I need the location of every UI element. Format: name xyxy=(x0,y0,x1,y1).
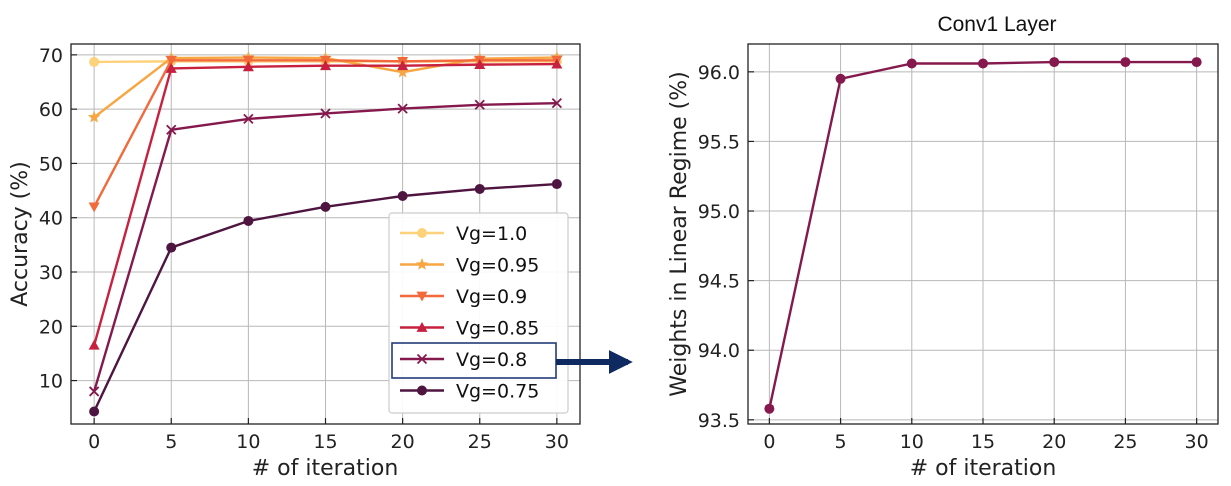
accuracy-ytick-label: 30 xyxy=(39,262,63,284)
legend-entry: Vg=0.75 xyxy=(400,381,539,403)
accuracy-xtick-label: 20 xyxy=(391,431,415,453)
accuracy-ytick-label: 10 xyxy=(39,371,63,393)
conv1-data-point xyxy=(1191,57,1202,68)
accuracy-data-point xyxy=(320,201,331,212)
accuracy-series-vg-0-75 xyxy=(89,179,562,417)
legend-label: Vg=1.0 xyxy=(456,223,527,245)
accuracy-chart: 0 5 10 15 20 25 30 10 20 30 40 50 60 70 # of iteratio… xyxy=(8,43,581,481)
accuracy-ticks: 0 5 10 15 20 25 30 10 20 30 40 50 60 70 xyxy=(39,45,569,453)
conv1-xtick-label: 5 xyxy=(835,431,847,453)
legend-box xyxy=(388,212,569,414)
legend-entry: Vg=0.95 xyxy=(400,255,539,277)
accuracy-data-point xyxy=(89,406,100,417)
conv1-xtick-label: 15 xyxy=(971,431,995,453)
conv1-data-point xyxy=(835,73,846,84)
conv1-xlabel: # of iteration xyxy=(910,456,1057,481)
legend-swatch-marker xyxy=(417,385,427,396)
conv1-ytick-label: 95.5 xyxy=(698,131,740,153)
accuracy-data-point xyxy=(320,60,331,71)
accuracy-data-point xyxy=(165,55,177,66)
conv1-ytick-label: 93.5 xyxy=(698,410,740,432)
accuracy-ytick-label: 60 xyxy=(39,99,63,121)
legend-label: Vg=0.85 xyxy=(456,318,539,340)
accuracy-data-point xyxy=(474,99,485,110)
legend-swatch-marker xyxy=(416,322,428,332)
conv1-grid xyxy=(748,44,1218,424)
conv1-xtick-label: 0 xyxy=(763,431,775,453)
conv1-xtick-label: 20 xyxy=(1042,431,1066,453)
conv1-data-point xyxy=(1120,57,1131,68)
accuracy-data-point xyxy=(551,58,563,69)
accuracy-xtick-label: 30 xyxy=(545,431,569,453)
conv1-xtick-label: 10 xyxy=(900,431,924,453)
accuracy-xtick-label: 0 xyxy=(88,431,100,453)
accuracy-data-point xyxy=(166,124,177,135)
accuracy-data-point xyxy=(89,386,100,397)
legend-entry: Vg=0.9 xyxy=(400,286,527,308)
accuracy-data-point xyxy=(474,183,485,194)
accuracy-data-point xyxy=(551,98,563,109)
accuracy-series-vg-0-85 xyxy=(88,58,563,350)
accuracy-data-point xyxy=(397,103,408,114)
legend-entry: Vg=0.85 xyxy=(400,318,539,340)
conv1-ylabel: Weights in Linear Regime (%) xyxy=(667,71,692,396)
accuracy-data-point xyxy=(242,55,254,66)
accuracy-ytick-label: 40 xyxy=(39,208,63,230)
accuracy-ylabel: Accuracy (%) xyxy=(8,161,33,307)
accuracy-series-vg-0-8 xyxy=(89,98,563,397)
legend-entry: Vg=1.0 xyxy=(400,223,527,245)
accuracy-data-point xyxy=(88,202,100,213)
accuracy-data-point xyxy=(87,110,101,123)
accuracy-xtick-label: 25 xyxy=(468,431,492,453)
conv1-xtick-label: 30 xyxy=(1185,431,1209,453)
conv1-ytick-label: 94.5 xyxy=(698,271,740,293)
accuracy-data-point xyxy=(551,179,562,190)
accuracy-data-point xyxy=(88,339,100,350)
legend-swatch-marker xyxy=(416,291,428,302)
accuracy-data-point xyxy=(243,215,254,226)
accuracy-data-point xyxy=(397,60,409,71)
conv1-xtick-label: 25 xyxy=(1113,431,1137,453)
conv1-chart: Conv1 Layer 0 5 10 15 20 25 30 93.5 94.0 94.5 95.0… xyxy=(667,13,1219,481)
accuracy-data-point xyxy=(396,65,409,78)
accuracy-xtick-label: 10 xyxy=(236,431,260,453)
conv1-ytick-label: 96.0 xyxy=(698,62,740,84)
conv1-ytick-label: 95.0 xyxy=(698,201,740,223)
legend-swatch-marker xyxy=(415,258,429,270)
accuracy-data-point xyxy=(242,61,254,72)
legend-swatch-marker xyxy=(416,353,428,365)
legend-label: Vg=0.8 xyxy=(456,349,527,371)
accuracy-data-point xyxy=(166,242,177,253)
legend: Vg=1.0 Vg=0.95 Vg=0.9 Vg=0.85 Vg=0.8 Vg=0.75 xyxy=(388,212,569,414)
conv1-data-point xyxy=(764,403,775,414)
accuracy-xtick-label: 15 xyxy=(313,431,337,453)
accuracy-ytick-label: 70 xyxy=(39,45,63,67)
conv1-ticks: 0 5 10 15 20 25 30 93.5 94.0 94.5 95.0 95.5 96.0 xyxy=(698,62,1209,453)
conv1-ytick-label: 94.0 xyxy=(698,340,740,362)
legend-label: Vg=0.75 xyxy=(456,381,539,403)
accuracy-ytick-label: 20 xyxy=(39,316,63,338)
accuracy-data-point xyxy=(320,108,331,119)
legend-label: Vg=0.9 xyxy=(456,286,527,308)
accuracy-xtick-label: 5 xyxy=(165,431,177,453)
conv1-data-point xyxy=(1049,57,1060,68)
accuracy-ytick-label: 50 xyxy=(39,153,63,175)
accuracy-data-point xyxy=(243,113,254,125)
conv1-series-conv1 xyxy=(764,57,1202,414)
legend-entry: Vg=0.8 xyxy=(400,349,527,371)
accuracy-series xyxy=(87,51,564,417)
accuracy-xlabel: # of iteration xyxy=(252,456,399,481)
legend-label: Vg=0.95 xyxy=(456,255,539,277)
accuracy-data-point xyxy=(474,59,486,70)
conv1-chart-title: Conv1 Layer xyxy=(937,13,1056,36)
accuracy-data-point xyxy=(165,62,177,73)
conv1-data-point xyxy=(906,58,917,69)
conv1-data-point xyxy=(978,58,988,69)
legend-swatch-marker xyxy=(417,228,427,238)
conv1-series xyxy=(764,57,1202,414)
accuracy-data-point xyxy=(397,191,408,201)
accuracy-data-point xyxy=(89,56,100,67)
